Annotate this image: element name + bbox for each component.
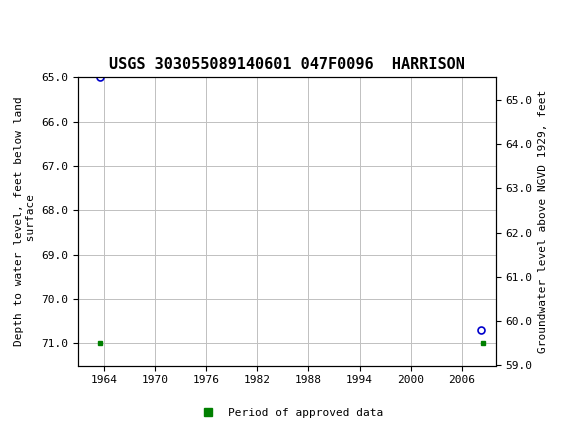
Text: USGS: USGS <box>17 11 72 29</box>
Y-axis label: Depth to water level, feet below land
 surface: Depth to water level, feet below land su… <box>14 97 36 346</box>
Title: USGS 303055089140601 047F0096  HARRISON: USGS 303055089140601 047F0096 HARRISON <box>109 57 465 72</box>
Y-axis label: Groundwater level above NGVD 1929, feet: Groundwater level above NGVD 1929, feet <box>538 90 548 353</box>
Legend: Period of approved data: Period of approved data <box>193 403 387 422</box>
